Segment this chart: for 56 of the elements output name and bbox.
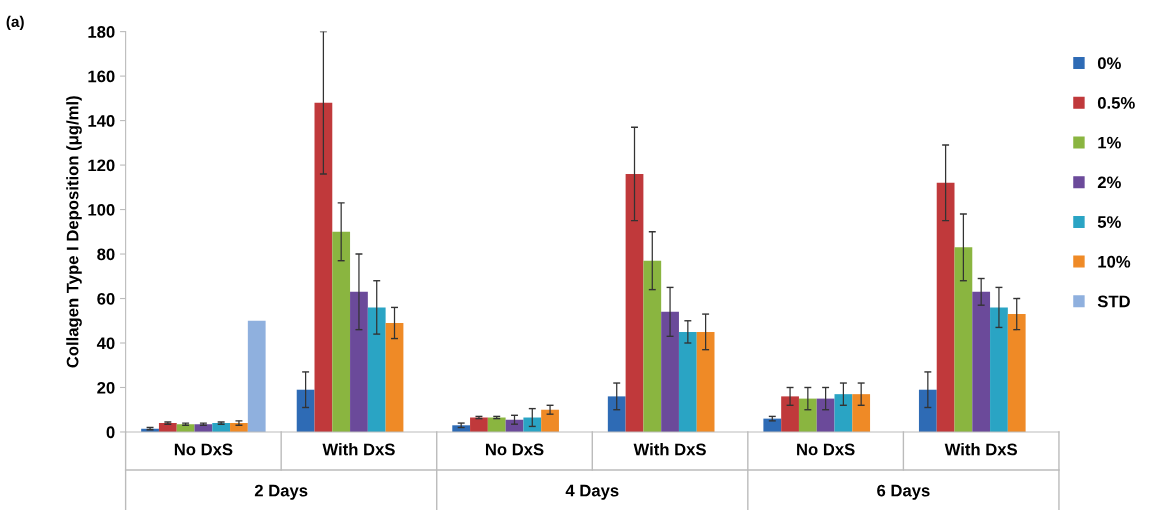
y-tick-label: 180 [88, 26, 115, 38]
x-tick-label: With DxS [322, 443, 395, 456]
text: (a) [6, 15, 24, 31]
legend-label: STD [1097, 295, 1130, 308]
y-tick-label: 120 [88, 159, 115, 172]
x-tick-label: With DxS [944, 443, 1018, 456]
x-tick-label: With DxS [633, 443, 706, 456]
y-tick-label: 160 [88, 70, 115, 83]
bar [696, 331, 715, 432]
bar [350, 291, 368, 432]
bar [918, 389, 937, 432]
bar [296, 389, 315, 432]
text: 6 Days [877, 484, 930, 500]
x-tick-label: No DxS [485, 443, 544, 456]
bar [852, 394, 871, 432]
y-tick-label: 140 [88, 114, 115, 127]
text: 4 Days [565, 484, 619, 500]
bar [487, 417, 506, 432]
bar [607, 396, 626, 432]
bar [1007, 314, 1026, 432]
text: 2 Days [254, 484, 308, 500]
bar [625, 173, 644, 432]
legend-label: 5% [1097, 216, 1121, 228]
bar [247, 320, 266, 432]
bar [385, 322, 404, 432]
y-tick-label: 40 [96, 337, 115, 350]
bar [367, 307, 386, 432]
x-tick-label: No DxS [174, 443, 233, 456]
bar [781, 396, 799, 432]
bar [643, 260, 662, 432]
bar [661, 311, 679, 432]
bar [936, 182, 955, 432]
x-tick-label: No DxS [797, 443, 855, 456]
y-tick-label: 60 [97, 292, 115, 305]
bar [176, 424, 195, 432]
legend-label: 0% [1097, 57, 1121, 70]
bar [314, 102, 333, 432]
bar [972, 291, 991, 432]
legend-label: 10% [1098, 255, 1131, 268]
legend-label: 1% [1098, 136, 1121, 149]
y-axis-title: Collagen Type I Deposition (μg/ml) [66, 96, 82, 368]
bar [470, 417, 488, 432]
bar [541, 409, 559, 432]
y-tick-label: 100 [88, 203, 115, 216]
bar [332, 231, 351, 432]
bar [798, 398, 817, 432]
bar [816, 398, 835, 432]
y-tick-label: 20 [97, 381, 115, 394]
bar [834, 394, 853, 432]
legend-label: 2% [1097, 176, 1121, 189]
bar [990, 307, 1008, 432]
legend-label: 0.5% [1097, 97, 1135, 109]
bar [678, 331, 697, 432]
y-tick-label: 0 [106, 426, 115, 439]
y-tick-label: 80 [97, 248, 115, 261]
bar [954, 247, 973, 432]
